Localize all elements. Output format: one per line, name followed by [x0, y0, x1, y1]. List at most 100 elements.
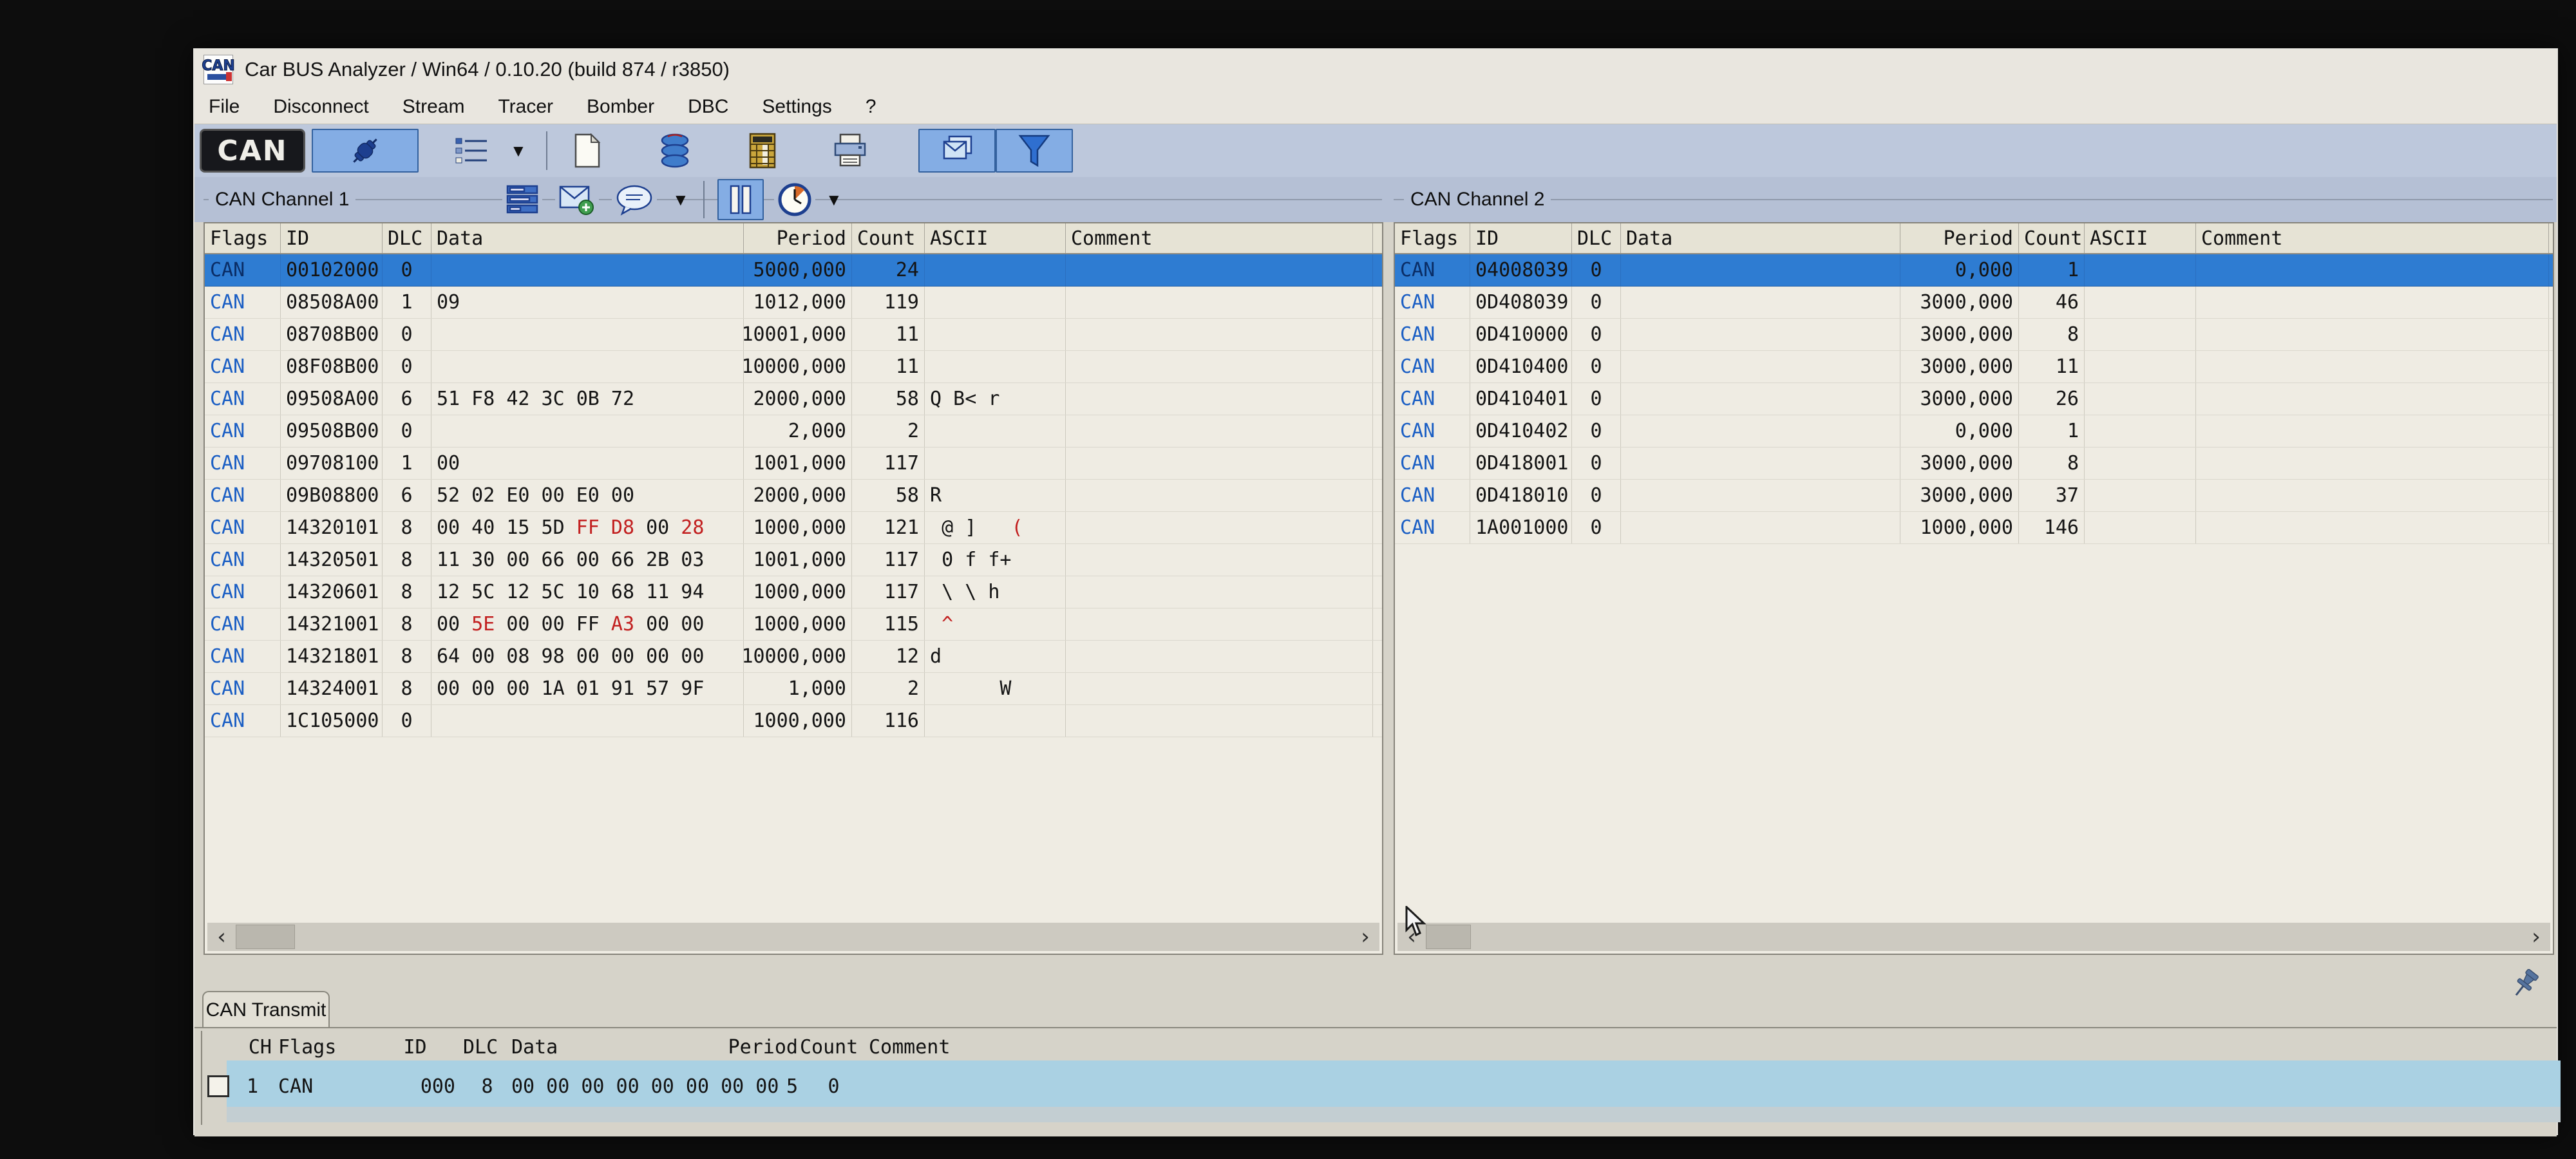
data-byte: 2B: [634, 549, 670, 571]
filter-button[interactable]: [995, 129, 1073, 173]
menu-item-[interactable]: ?: [865, 95, 876, 117]
message-row-0D410000[interactable]: CAN 0D410000 0 3000,000 8: [1395, 319, 2553, 351]
connect-plug-icon: [348, 133, 383, 168]
message-row-08708B00[interactable]: CAN 08708B00 0 10001,000 11: [205, 319, 1382, 351]
column-header-ascii[interactable]: ASCII: [2085, 223, 2196, 253]
message-row-1C105000[interactable]: CAN 1C105000 0 1000,000 116: [205, 705, 1382, 737]
message-row-08F08B00[interactable]: CAN 08F08B00 0 10000,000 11: [205, 351, 1382, 383]
cell-count: 26: [2019, 383, 2085, 415]
message-row-0D408039[interactable]: CAN 0D408039 0 3000,000 46: [1395, 287, 2553, 319]
message-row-04008039[interactable]: CAN 04008039 0 0,000 1: [1395, 254, 2553, 287]
message-list-button[interactable]: [442, 129, 501, 173]
channel2-hscrollbar[interactable]: ‹ ›: [1397, 923, 2550, 951]
transmit-tab[interactable]: CAN Transmit: [202, 991, 330, 1028]
message-row-0D410400[interactable]: CAN 0D410400 0 3000,000 11: [1395, 351, 2553, 383]
transmit-column-header-ch[interactable]: CH: [248, 1035, 272, 1059]
message-row-00102000[interactable]: CAN 00102000 0 5000,000 24: [205, 254, 1382, 287]
channel1-table: Flags ID DLC Data Period Count ASCII Comment CA…: [204, 222, 1383, 955]
scroll-right-button[interactable]: ›: [1361, 924, 1370, 950]
message-list-dropdown[interactable]: ▼: [510, 140, 527, 160]
cell-ascii: [925, 705, 1066, 737]
message-row-1A001000[interactable]: CAN 1A001000 0 1000,000 146: [1395, 512, 2553, 544]
data-byte: 00: [669, 645, 705, 668]
copy-messages-button[interactable]: [918, 129, 996, 173]
transmit-column-header-data[interactable]: Data: [511, 1035, 558, 1059]
cell-count: 8: [2019, 448, 2085, 479]
scroll-thumb[interactable]: [236, 925, 295, 949]
menu-item-tracer[interactable]: Tracer: [498, 95, 554, 117]
column-header-period[interactable]: Period: [744, 223, 852, 253]
comment-button[interactable]: [612, 179, 657, 220]
channel1-hscrollbar[interactable]: ‹ ›: [207, 923, 1379, 951]
column-header-data[interactable]: Data: [1621, 223, 1900, 253]
calculator-button[interactable]: [733, 129, 792, 173]
message-row-09508A00[interactable]: CAN 09508A00 6 51 F8 42 3C 0B 72 2000,000 58 Q…: [205, 383, 1382, 415]
column-header-period[interactable]: Period: [1900, 223, 2019, 253]
transmit-column-header-id[interactable]: ID: [403, 1035, 427, 1059]
column-header-id[interactable]: ID: [281, 223, 383, 253]
comment-dropdown[interactable]: ▼: [672, 190, 689, 209]
menu-item-file[interactable]: File: [209, 95, 240, 117]
transmit-column-header-period[interactable]: Period: [728, 1035, 798, 1059]
message-row-14320101[interactable]: CAN 14320101 8 00 40 15 5D FF D8 00 28 1000,…: [205, 512, 1382, 544]
message-row-14321001[interactable]: CAN 14321001 8 00 5E 00 00 FF A3 00 00 1000,…: [205, 608, 1382, 641]
cell-period: 3000,000: [1900, 351, 2019, 382]
menu-item-stream[interactable]: Stream: [402, 95, 465, 117]
pause-columns-button[interactable]: [717, 179, 764, 220]
message-row-14320501[interactable]: CAN 14320501 8 11 30 00 66 00 66 2B 03 1001,…: [205, 544, 1382, 576]
scroll-right-button[interactable]: ›: [2532, 924, 2541, 950]
message-row-09708100[interactable]: CAN 09708100 1 00 1001,000 117: [205, 448, 1382, 480]
database-button[interactable]: [645, 129, 705, 173]
transmit-column-header-dlc[interactable]: DLC: [463, 1035, 498, 1059]
data-byte: 03: [669, 549, 705, 571]
cell-count: 2: [852, 415, 925, 447]
connect-button[interactable]: [312, 129, 419, 173]
message-row-08508A00[interactable]: CAN 08508A00 1 09 1012,000 119: [205, 287, 1382, 319]
title-bar[interactable]: CAN Car BUS Analyzer / Win64 / 0.10.20 (…: [194, 50, 2557, 90]
cell-dlc: 0: [1572, 480, 1621, 511]
data-byte: 00: [564, 645, 600, 668]
column-header-id[interactable]: ID: [1470, 223, 1572, 253]
add-message-button[interactable]: [555, 179, 599, 220]
transmit-row[interactable]: 1 CAN 000 8 00 00 00 00 00 00 00 00 5 0: [202, 1063, 2553, 1109]
column-header-data[interactable]: Data: [431, 223, 744, 253]
column-header-ascii[interactable]: ASCII: [925, 223, 1066, 253]
menu-item-settings[interactable]: Settings: [762, 95, 832, 117]
message-row-0D410401[interactable]: CAN 0D410401 0 3000,000 26: [1395, 383, 2553, 415]
column-header-comment[interactable]: Comment: [2196, 223, 2549, 253]
new-file-icon: [573, 133, 601, 168]
column-header-comment[interactable]: Comment: [1066, 223, 1373, 253]
details-view-button[interactable]: [502, 179, 542, 220]
message-row-0D418010[interactable]: CAN 0D418010 0 3000,000 37: [1395, 480, 2553, 512]
clock-button[interactable]: [774, 179, 815, 220]
message-row-14320601[interactable]: CAN 14320601 8 12 5C 12 5C 10 68 11 94 1000,…: [205, 576, 1382, 608]
scroll-left-button[interactable]: ‹: [217, 924, 226, 950]
transmit-column-header-flags[interactable]: Flags: [278, 1035, 337, 1059]
print-button[interactable]: [820, 129, 880, 173]
app-icon: CAN: [202, 55, 235, 84]
column-header-flags[interactable]: Flags: [1395, 223, 1470, 253]
data-byte: 00: [634, 613, 670, 636]
column-header-flags[interactable]: Flags: [205, 223, 281, 253]
column-header-count[interactable]: Count: [852, 223, 925, 253]
message-row-09B08800[interactable]: CAN 09B08800 6 52 02 E0 00 E0 00 2000,000 58 R: [205, 480, 1382, 512]
message-row-14321801[interactable]: CAN 14321801 8 64 00 08 98 00 00 00 00 10000…: [205, 641, 1382, 673]
column-header-dlc[interactable]: DLC: [1572, 223, 1621, 253]
menu-item-bomber[interactable]: Bomber: [587, 95, 655, 117]
column-header-count[interactable]: Count: [2019, 223, 2085, 253]
pin-icon[interactable]: [2512, 969, 2541, 1003]
clock-dropdown[interactable]: ▼: [826, 190, 842, 209]
message-row-0D410402[interactable]: CAN 0D410402 0 0,000 1: [1395, 415, 2553, 448]
message-row-14324001[interactable]: CAN 14324001 8 00 00 00 1A 01 91 57 9F 1,000…: [205, 673, 1382, 705]
message-row-09508B00[interactable]: CAN 09508B00 0 2,000 2: [205, 415, 1382, 448]
message-row-0D418001[interactable]: CAN 0D418001 0 3000,000 8: [1395, 448, 2553, 480]
transmit-enable-checkbox[interactable]: [207, 1075, 229, 1097]
menu-item-disconnect[interactable]: Disconnect: [273, 95, 369, 117]
transmit-column-header-count[interactable]: Count: [800, 1035, 858, 1059]
new-file-button[interactable]: [558, 129, 617, 173]
transmit-column-header-comment[interactable]: Comment: [869, 1035, 951, 1059]
channel2-rows: CAN 04008039 0 0,000 1 CAN 0D408039 0 3000,000 46…: [1395, 254, 2553, 544]
menu-item-dbc[interactable]: DBC: [688, 95, 729, 117]
column-header-dlc[interactable]: DLC: [383, 223, 431, 253]
scroll-thumb[interactable]: [1426, 925, 1471, 949]
